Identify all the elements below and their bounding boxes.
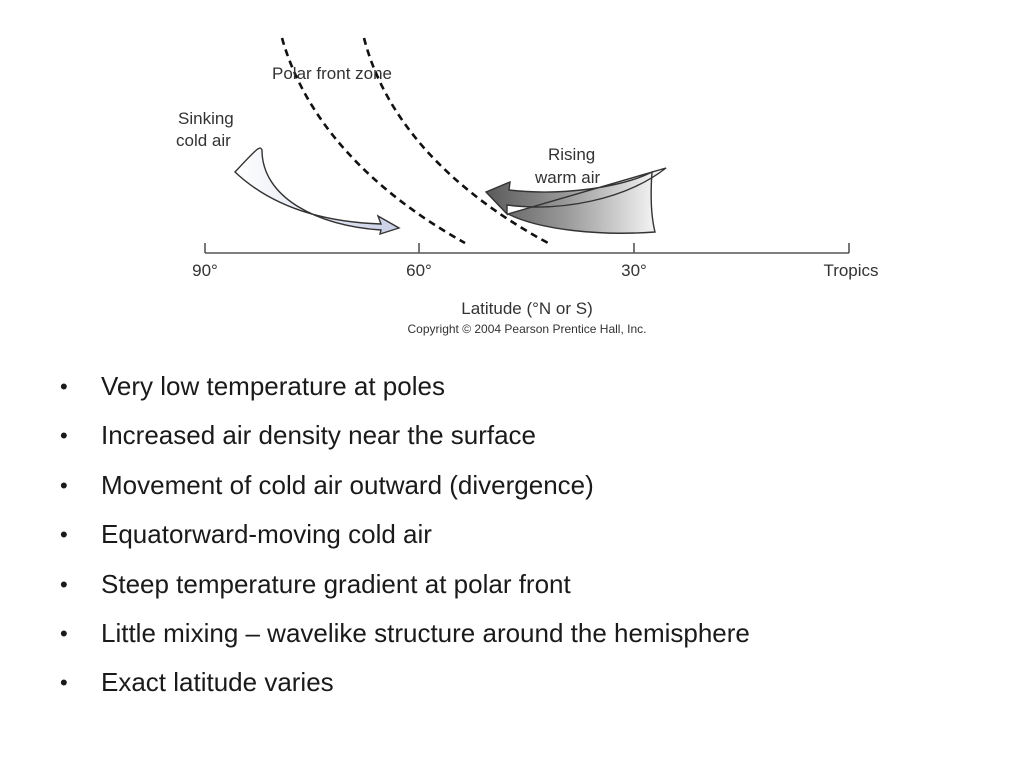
bullet-text: Little mixing – wavelike structure aroun… [101, 617, 750, 648]
bullet-icon: • [60, 374, 68, 399]
tick-label-30: 30° [621, 261, 647, 280]
bullet-text: Equatorward-moving cold air [101, 519, 432, 550]
sinking-cold-air-label-line1: Sinking [178, 109, 234, 128]
copyright-notice: Copyright © 2004 Pearson Prentice Hall, … [408, 322, 647, 336]
tick-label-90: 90° [192, 261, 218, 280]
bullet-item: • Very low temperature at poles [56, 362, 750, 411]
bullet-item: • Movement of cold air outward (divergenc… [56, 461, 750, 510]
bullet-text: Very low temperature at poles [101, 371, 445, 401]
rising-warm-air-label-line2: warm air [534, 168, 601, 187]
rising-warm-air-label-line1: Rising [548, 145, 595, 164]
polar-front-diagram: Polar front zone Sinking cold air Rising… [176, 37, 879, 336]
bullet-icon: • [60, 670, 68, 696]
bullet-icon: • [60, 620, 68, 646]
bullet-text: Movement of cold air outward (divergence… [101, 469, 594, 500]
bullet-item: • Exact latitude varies [56, 658, 750, 707]
bullet-item: • Steep temperature gradient at polar fro… [56, 560, 750, 609]
tick-label-60: 60° [406, 261, 432, 280]
bullet-item: • Little mixing – wavelike structure arou… [56, 609, 750, 658]
bullet-item: • Increased air density near the surface [56, 411, 750, 460]
front-line-right [362, 37, 549, 245]
sinking-cold-air-arrow [234, 147, 401, 236]
polar-front-zone-label: Polar front zone [272, 64, 392, 83]
sinking-cold-air-label-line2: cold air [176, 131, 231, 150]
bullet-icon: • [60, 571, 68, 597]
bullet-icon: • [60, 423, 68, 449]
bullet-list: • Very low temperature at poles • Increase… [56, 362, 750, 708]
front-line-left [280, 37, 466, 245]
axis-title: Latitude (°N or S) [461, 299, 593, 318]
bullet-item: • Equatorward-moving cold air [56, 510, 750, 559]
bullet-text: Exact latitude varies [101, 667, 334, 698]
bullet-icon: • [60, 522, 68, 548]
rising-warm-air-arrow [484, 167, 667, 234]
bullet-text: Increased air density near the surface [101, 420, 537, 451]
bullet-icon: • [60, 472, 68, 498]
tick-label-tropics: Tropics [823, 261, 878, 280]
bullet-text: Steep temperature gradient at polar fron… [101, 568, 571, 599]
